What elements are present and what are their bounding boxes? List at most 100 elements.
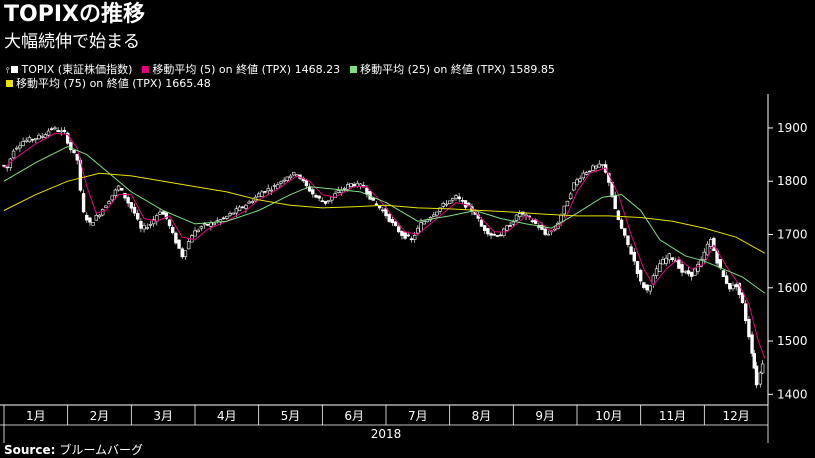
legend-swatch: [6, 80, 13, 87]
price-candle: [231, 212, 235, 215]
price-candle: [616, 210, 621, 220]
y-tick-label: 1600: [777, 281, 808, 295]
x-tick-label: 6月: [344, 409, 364, 423]
price-candle: [349, 183, 353, 187]
price-candle: [145, 227, 149, 229]
price-candle: [457, 196, 461, 200]
price-candle: [651, 275, 656, 285]
price-candle: [91, 221, 95, 226]
price-candle: [46, 130, 51, 136]
legend-swatch: [350, 66, 358, 73]
price-candle: [505, 225, 509, 231]
x-tick-label: 8月: [472, 409, 492, 423]
price-candle: [619, 219, 624, 229]
price-candle: [559, 215, 563, 223]
price-candle: [72, 149, 76, 153]
price-candle: [161, 211, 165, 215]
price-candle: [416, 227, 420, 234]
price-candle: [107, 201, 111, 205]
price-candle: [167, 219, 172, 227]
price-candle: [588, 170, 592, 173]
price-candle: [635, 261, 640, 274]
price-candle: [346, 184, 350, 190]
price-candle: [693, 268, 697, 276]
price-candle: [658, 263, 662, 272]
price-candle: [139, 220, 143, 229]
price-candle: [183, 250, 188, 257]
price-candle: [148, 224, 153, 226]
price-candle: [339, 190, 344, 194]
price-candle: [75, 153, 79, 161]
price-candle: [164, 212, 169, 219]
price-candle: [244, 204, 248, 209]
price-candle: [18, 145, 22, 149]
price-candle: [34, 138, 38, 140]
price-candle: [708, 239, 713, 247]
price-candle: [642, 282, 646, 288]
price-candle: [623, 228, 627, 236]
legend-swatch: [11, 66, 19, 73]
price-candle: [454, 195, 458, 199]
source-label: Source:: [4, 443, 56, 457]
price-candle: [435, 211, 439, 216]
legend-label: 移動平均 (25) on 終値 (TPX) 1589.85: [360, 63, 555, 76]
price-candle: [186, 241, 191, 250]
price-candle: [489, 233, 493, 236]
price-candle: [514, 214, 519, 221]
price-candle: [250, 201, 254, 204]
price-candle: [352, 184, 356, 187]
price-candle: [209, 222, 213, 227]
legend-row-1: ⫯ TOPIX (東証株価指数) 移動平均 (5) on 終値 (TPX) 1468…: [6, 63, 565, 78]
price-candle: [572, 182, 576, 191]
price-candle: [142, 225, 146, 230]
price-candle: [492, 233, 496, 236]
price-candle: [451, 198, 455, 201]
price-candle: [158, 211, 162, 215]
y-tick-label: 1800: [777, 174, 808, 188]
price-candle: [447, 200, 452, 204]
price-candle: [59, 130, 64, 133]
price-candle: [664, 257, 668, 264]
price-candle: [562, 205, 566, 215]
price-candle: [444, 203, 449, 206]
price-candle: [317, 195, 321, 199]
price-candle: [323, 200, 328, 204]
price-candle: [422, 221, 426, 225]
price-candle: [62, 129, 67, 133]
price-candle: [718, 259, 722, 269]
price-candle: [565, 200, 570, 207]
price-candle: [613, 195, 617, 210]
price-candle: [221, 217, 226, 220]
legend-label: 移動平均 (5) on 終値 (TPX) 1468.23: [152, 63, 341, 76]
series-line-ma75: [3, 172, 766, 254]
price-candle: [432, 214, 436, 217]
price-candle: [24, 139, 28, 142]
y-tick-label: 1400: [777, 387, 808, 401]
price-candle: [27, 137, 32, 143]
x-tick-label: 4月: [217, 409, 237, 423]
price-candle: [43, 134, 48, 138]
price-candle: [377, 205, 382, 209]
price-candle: [568, 193, 573, 199]
price-candle: [15, 147, 19, 150]
price-candle: [53, 127, 57, 130]
price-candle: [56, 130, 60, 133]
price-candle: [699, 259, 703, 267]
source-value: ブルームバーグ: [59, 443, 144, 457]
price-candle: [597, 163, 601, 168]
price-candle: [412, 235, 417, 240]
price-candle: [581, 172, 586, 179]
price-candle: [97, 214, 102, 218]
price-candle: [397, 226, 401, 233]
legend-row2-item-0: 移動平均 (75) on 終値 (TPX) 1665.48: [6, 77, 211, 91]
price-candle: [129, 202, 134, 209]
price-candle: [120, 188, 124, 191]
price-candle: [752, 352, 757, 369]
price-candle: [180, 248, 184, 258]
price-candle: [314, 195, 318, 198]
price-candle: [256, 193, 261, 198]
price-candle: [495, 235, 500, 237]
price-candle: [677, 259, 681, 269]
price-candle: [123, 192, 127, 199]
price-candle: [126, 197, 130, 204]
